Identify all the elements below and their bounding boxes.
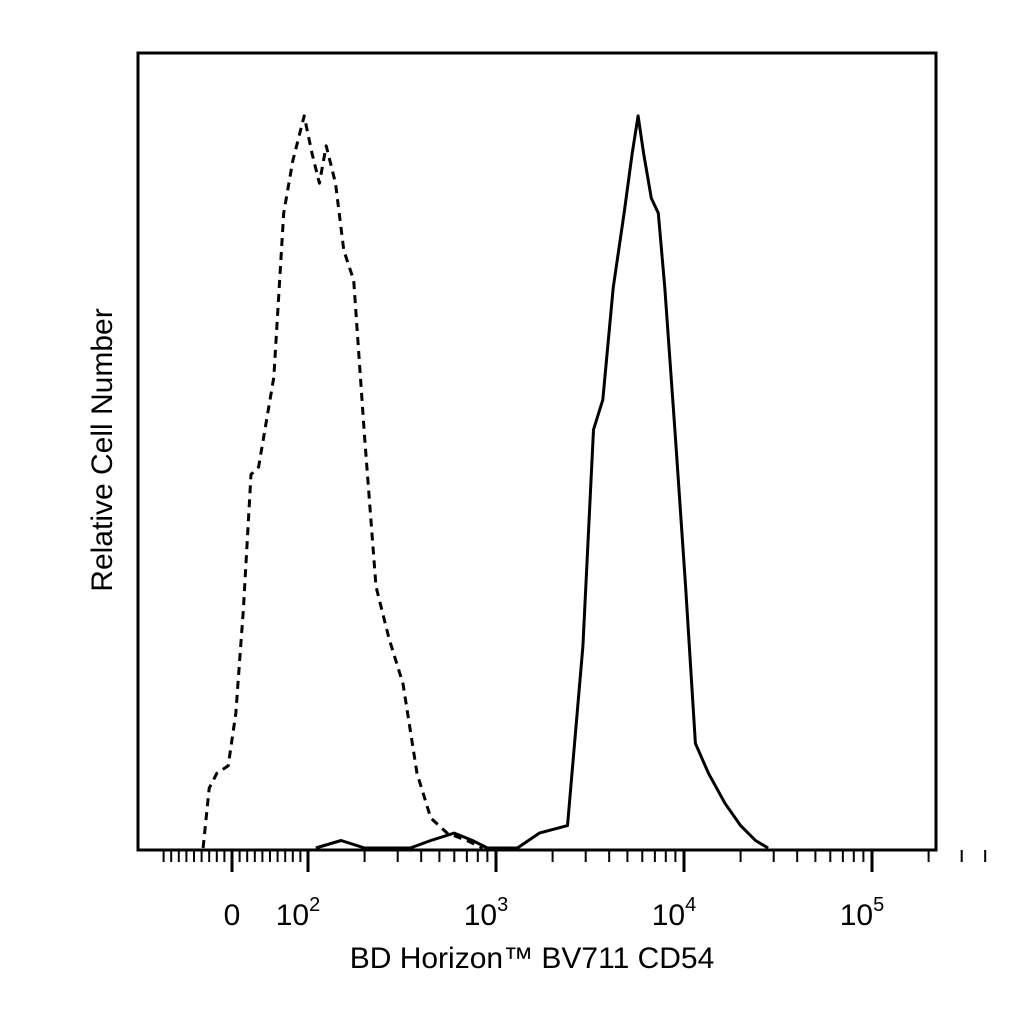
x-tick-labels: 0 102 103 104 105	[224, 894, 885, 932]
y-axis-title: Relative Cell Number	[86, 308, 119, 591]
x-tick-label: 102	[276, 894, 321, 932]
x-tick-label: 104	[652, 894, 697, 932]
series-dashed-histogram	[203, 116, 483, 848]
plot-frame	[138, 53, 936, 850]
x-axis-ticks	[164, 850, 986, 872]
x-axis-title: BD Horizon™ BV711 CD54	[350, 942, 715, 975]
x-tick-label: 103	[464, 894, 509, 932]
x-tick-label: 105	[840, 894, 885, 932]
x-tick-label: 0	[224, 899, 241, 932]
series-group	[203, 116, 768, 848]
series-solid-histogram	[316, 116, 768, 848]
